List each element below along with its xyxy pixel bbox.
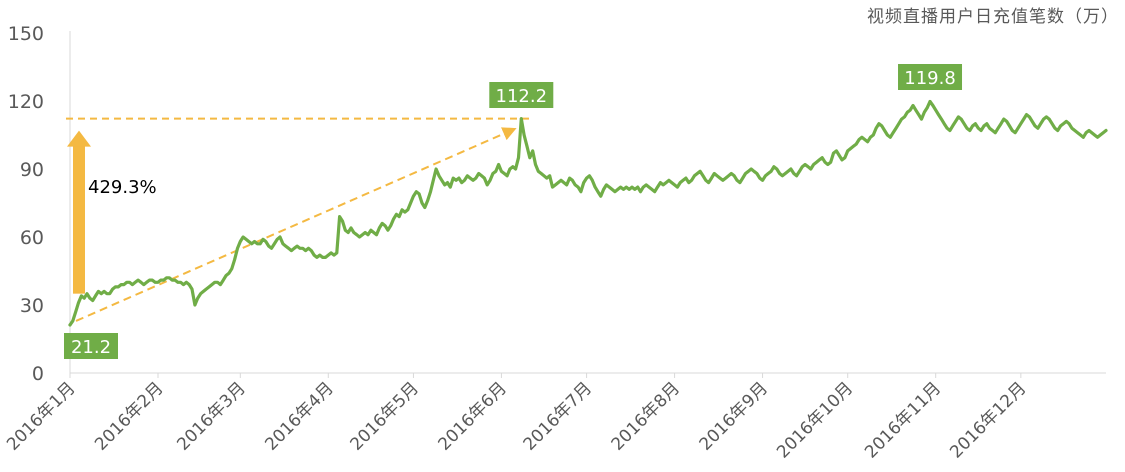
y-tick-label: 150 <box>8 23 44 45</box>
growth-arrow-head <box>67 130 91 147</box>
mid-peak-value-label: 112.2 <box>496 86 548 107</box>
x-tick-label: 2016年5月 <box>347 378 423 454</box>
x-tick-label: 2016年11月 <box>861 378 945 462</box>
x-tick-label: 2016年10月 <box>773 378 857 462</box>
y-tick-label: 120 <box>8 91 44 113</box>
growth-arrow-shaft <box>73 144 85 294</box>
growth-percent-label: 429.3% <box>88 177 157 198</box>
chart-unit-title: 视频直播用户日充值笔数（万） <box>867 7 1119 27</box>
max-peak-value-label: 119.8 <box>904 68 956 89</box>
x-tick-label: 2016年12月 <box>946 378 1030 462</box>
x-tick-label: 2016年2月 <box>91 378 167 454</box>
x-tick-label: 2016年3月 <box>173 378 249 454</box>
y-tick-label: 90 <box>20 159 44 181</box>
x-tick-label: 2016年4月 <box>261 378 337 454</box>
x-tick-label: 2016年1月 <box>3 378 79 454</box>
y-tick-label: 0 <box>32 363 44 385</box>
mid-peak-point <box>519 117 523 121</box>
trend-arrow <box>75 127 517 322</box>
start-value-label-box <box>64 333 118 359</box>
max-peak-value-label-box <box>898 64 963 90</box>
max-peak-point <box>928 99 932 103</box>
x-tick-label: 2016年7月 <box>520 378 596 454</box>
y-tick-label: 60 <box>20 227 44 249</box>
x-tick-label: 2016年8月 <box>608 378 684 454</box>
start-value-label: 21.2 <box>71 337 111 358</box>
mid-peak-value-label-box <box>489 82 554 108</box>
x-tick-label: 2016年9月 <box>696 378 772 454</box>
y-tick-label: 30 <box>20 295 44 317</box>
series-line <box>68 99 1108 327</box>
start-point <box>68 323 72 327</box>
x-tick-label: 2016年6月 <box>435 378 511 454</box>
